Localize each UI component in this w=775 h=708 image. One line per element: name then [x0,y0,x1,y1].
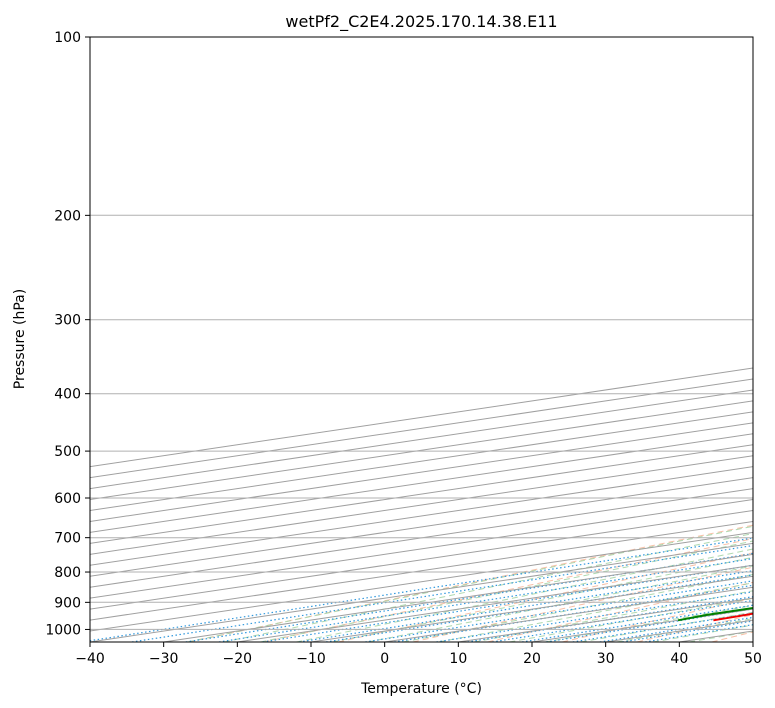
mixing-ratio-line [131,544,753,642]
x-tick-label: −10 [296,651,326,667]
y-tick-label: 600 [54,491,81,507]
mixing-ratio-line [90,537,753,642]
y-tick-label: 500 [54,444,81,460]
isotherm-line [90,499,753,599]
y-tick-label: 700 [54,531,81,547]
plot-frame [89,36,754,643]
dry-adiabat-line [188,524,753,642]
isotherm-line [90,509,753,610]
background-lines [90,524,753,642]
plot-background [90,37,753,642]
isotherm-line [90,488,753,588]
x-tick-label: −30 [149,651,179,667]
isotherm-line [90,466,753,566]
y-tick-label: 400 [54,387,81,403]
x-tick-label: 40 [670,651,688,667]
x-tick-label: 10 [449,651,467,667]
y-tick-label: 300 [54,313,81,329]
y-axis-label: Pressure (hPa) [12,289,28,389]
y-tick-label: 100 [54,30,81,46]
mixing-ratio-line [599,616,753,642]
moist-adiabat-line [296,548,753,642]
x-tick-label: 30 [597,651,615,667]
moist-adiabat-line [473,590,753,642]
mixing-ratio-line [185,552,753,642]
isotherm-line [90,520,753,621]
isotherm-line [90,444,753,544]
axes: −40 −30 −20 −10 0 10 20 30 40 50 100 200 300 400 500 60… [45,30,762,667]
isotherm-line [90,531,753,632]
moist-adiabat-line [332,556,753,642]
isotherm-line [90,477,753,577]
chart-title: wetPf2_C2E4.2025.170.14.38.E11 [285,12,557,32]
y-tick-label: 1000 [45,622,81,638]
moist-adiabat-line [403,573,753,642]
isotherm-line [90,455,753,555]
y-tick-label: 200 [54,208,81,224]
mixing-ratio-line [522,604,753,642]
x-tick-label: 50 [744,651,762,667]
x-axis-label: Temperature (°C) [360,681,482,697]
y-tick-label: 800 [54,565,81,581]
x-tick-label: −40 [75,651,105,667]
grid-lines [90,37,753,642]
x-tick-label: 0 [380,651,389,667]
mixing-ratio-line [492,599,753,642]
x-tick-label: −20 [223,651,253,667]
x-tick-label: 20 [523,651,541,667]
mixing-ratio-line [218,557,753,642]
y-tick-label: 900 [54,595,81,611]
